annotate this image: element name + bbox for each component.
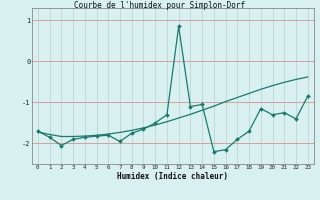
- X-axis label: Humidex (Indice chaleur): Humidex (Indice chaleur): [117, 172, 228, 181]
- Text: Courbe de l'humidex pour Simplon-Dorf: Courbe de l'humidex pour Simplon-Dorf: [75, 1, 245, 10]
